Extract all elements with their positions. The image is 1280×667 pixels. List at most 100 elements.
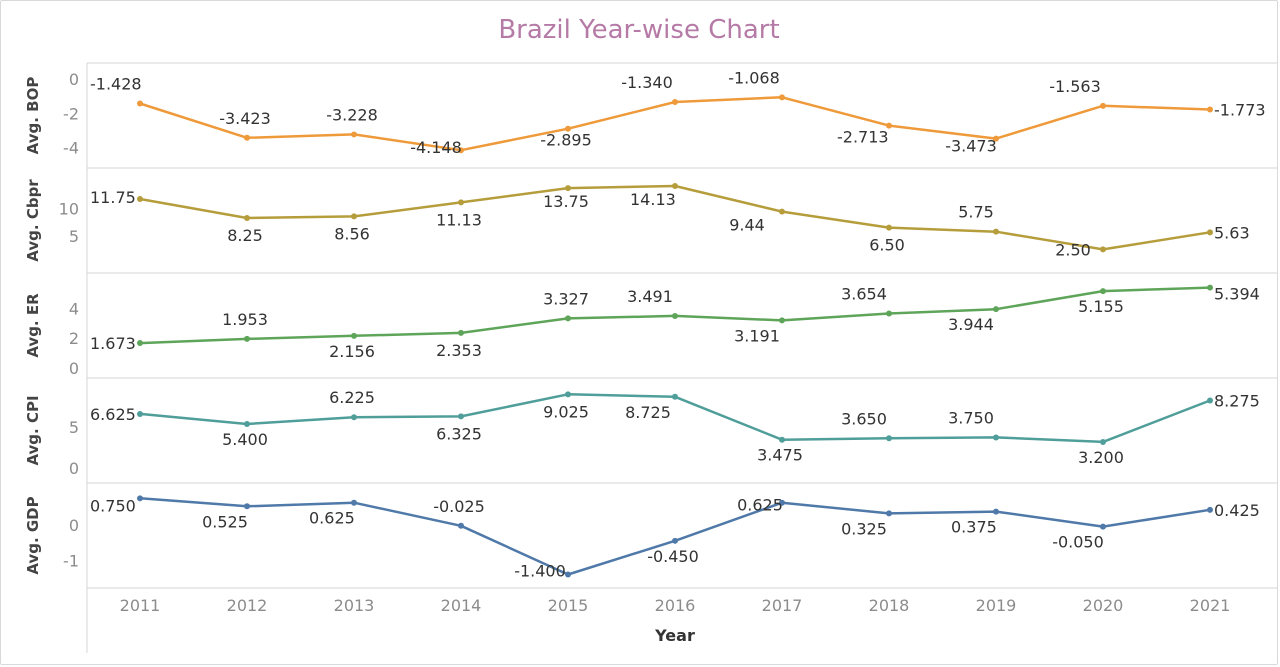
data-label: 3.750 <box>948 408 994 427</box>
data-point <box>458 413 464 420</box>
data-point <box>1100 246 1106 253</box>
data-label: 8.25 <box>227 226 263 245</box>
data-point <box>779 208 785 215</box>
data-label: 6.50 <box>869 236 905 255</box>
data-point <box>244 134 250 141</box>
data-point <box>458 329 464 336</box>
data-point <box>886 224 892 231</box>
data-label: 1.953 <box>222 310 268 329</box>
series-line-cpi <box>139 393 1211 444</box>
data-point <box>137 100 143 107</box>
data-label: -1.773 <box>1214 100 1266 119</box>
x-tick-label: 2011 <box>120 596 161 615</box>
data-label: 3.200 <box>1078 448 1124 467</box>
data-point <box>993 508 999 515</box>
data-label: 0.625 <box>737 496 783 515</box>
data-point <box>1100 523 1106 530</box>
data-point <box>993 434 999 441</box>
data-point <box>244 420 250 427</box>
x-tick-label: 2016 <box>655 596 696 615</box>
y-tick-label: 2 <box>69 329 79 348</box>
data-point <box>672 537 678 544</box>
series-line-bop <box>139 96 1211 152</box>
chart-title: Brazil Year-wise Chart <box>498 15 780 45</box>
data-label: -2.713 <box>837 128 889 147</box>
data-label: 13.75 <box>543 192 589 211</box>
data-label: 8.56 <box>334 224 370 243</box>
data-label: -1.068 <box>728 68 780 87</box>
data-point <box>672 312 678 319</box>
data-label: 0.375 <box>951 518 997 537</box>
x-tick-label: 2017 <box>762 596 803 615</box>
data-point <box>458 199 464 206</box>
x-tick-label: 2014 <box>441 596 482 615</box>
data-label: -1.428 <box>90 75 142 94</box>
data-label: 5.400 <box>222 430 268 449</box>
y-tick-label: 5 <box>69 227 79 246</box>
data-point <box>1207 397 1213 404</box>
data-label: 6.325 <box>436 424 482 443</box>
data-label: 3.327 <box>543 289 589 308</box>
data-point <box>886 435 892 442</box>
data-point <box>351 213 357 220</box>
data-point <box>137 410 143 417</box>
y-tick-label: 0 <box>69 359 79 378</box>
x-tick-label: 2013 <box>334 596 375 615</box>
data-point <box>779 94 785 101</box>
data-label: 3.491 <box>627 287 673 306</box>
data-point <box>672 393 678 400</box>
data-point <box>351 499 357 506</box>
y-tick-label: 5 <box>69 418 79 437</box>
data-point <box>565 185 571 192</box>
data-point <box>1207 106 1213 113</box>
data-point <box>351 131 357 138</box>
data-label: 0.425 <box>1214 501 1260 520</box>
y-tick-label: -1 <box>63 551 79 570</box>
data-label: 3.944 <box>948 315 994 334</box>
data-label: 0.750 <box>90 496 136 515</box>
y-tick-label: 0 <box>69 516 79 535</box>
data-label: 0.625 <box>309 509 355 528</box>
data-point <box>1100 102 1106 109</box>
data-point <box>458 147 464 154</box>
y-axis-title: Avg. GDP <box>24 496 42 574</box>
x-tick-label: 2012 <box>227 596 268 615</box>
data-point <box>137 495 143 502</box>
y-tick-label: -4 <box>63 139 79 158</box>
data-label: 3.475 <box>757 446 803 465</box>
data-point <box>244 215 250 222</box>
y-tick-label: 4 <box>69 299 79 318</box>
data-label: 2.353 <box>436 341 482 360</box>
x-tick-label: 2019 <box>976 596 1017 615</box>
x-tick-label: 2020 <box>1083 596 1124 615</box>
data-label: 8.725 <box>625 403 671 422</box>
data-label: 0.325 <box>841 519 887 538</box>
data-label: 1.673 <box>90 334 136 353</box>
data-point <box>886 310 892 317</box>
data-label: 2.50 <box>1055 240 1091 259</box>
data-label: 3.191 <box>734 326 780 345</box>
data-point <box>1100 438 1106 445</box>
data-label: -0.050 <box>1052 533 1104 552</box>
data-label: -1.563 <box>1049 77 1101 96</box>
data-point <box>886 510 892 517</box>
data-label: 2.156 <box>329 342 375 361</box>
data-point <box>565 571 571 578</box>
y-tick-label: 0 <box>69 70 79 89</box>
data-point <box>351 332 357 339</box>
x-axis-title: Year <box>654 626 695 645</box>
data-label: -3.423 <box>219 109 271 128</box>
data-label: 9.44 <box>729 216 765 235</box>
y-tick-label: -2 <box>63 104 79 123</box>
data-label: -2.895 <box>540 131 592 150</box>
data-point <box>993 306 999 313</box>
data-point <box>779 317 785 324</box>
x-tick-label: 2021 <box>1190 596 1231 615</box>
data-point <box>672 99 678 106</box>
data-label: 0.525 <box>202 512 248 531</box>
data-label: -1.400 <box>514 561 566 580</box>
data-label: 9.025 <box>543 402 589 421</box>
data-point <box>886 122 892 129</box>
data-label: 3.650 <box>841 409 887 428</box>
